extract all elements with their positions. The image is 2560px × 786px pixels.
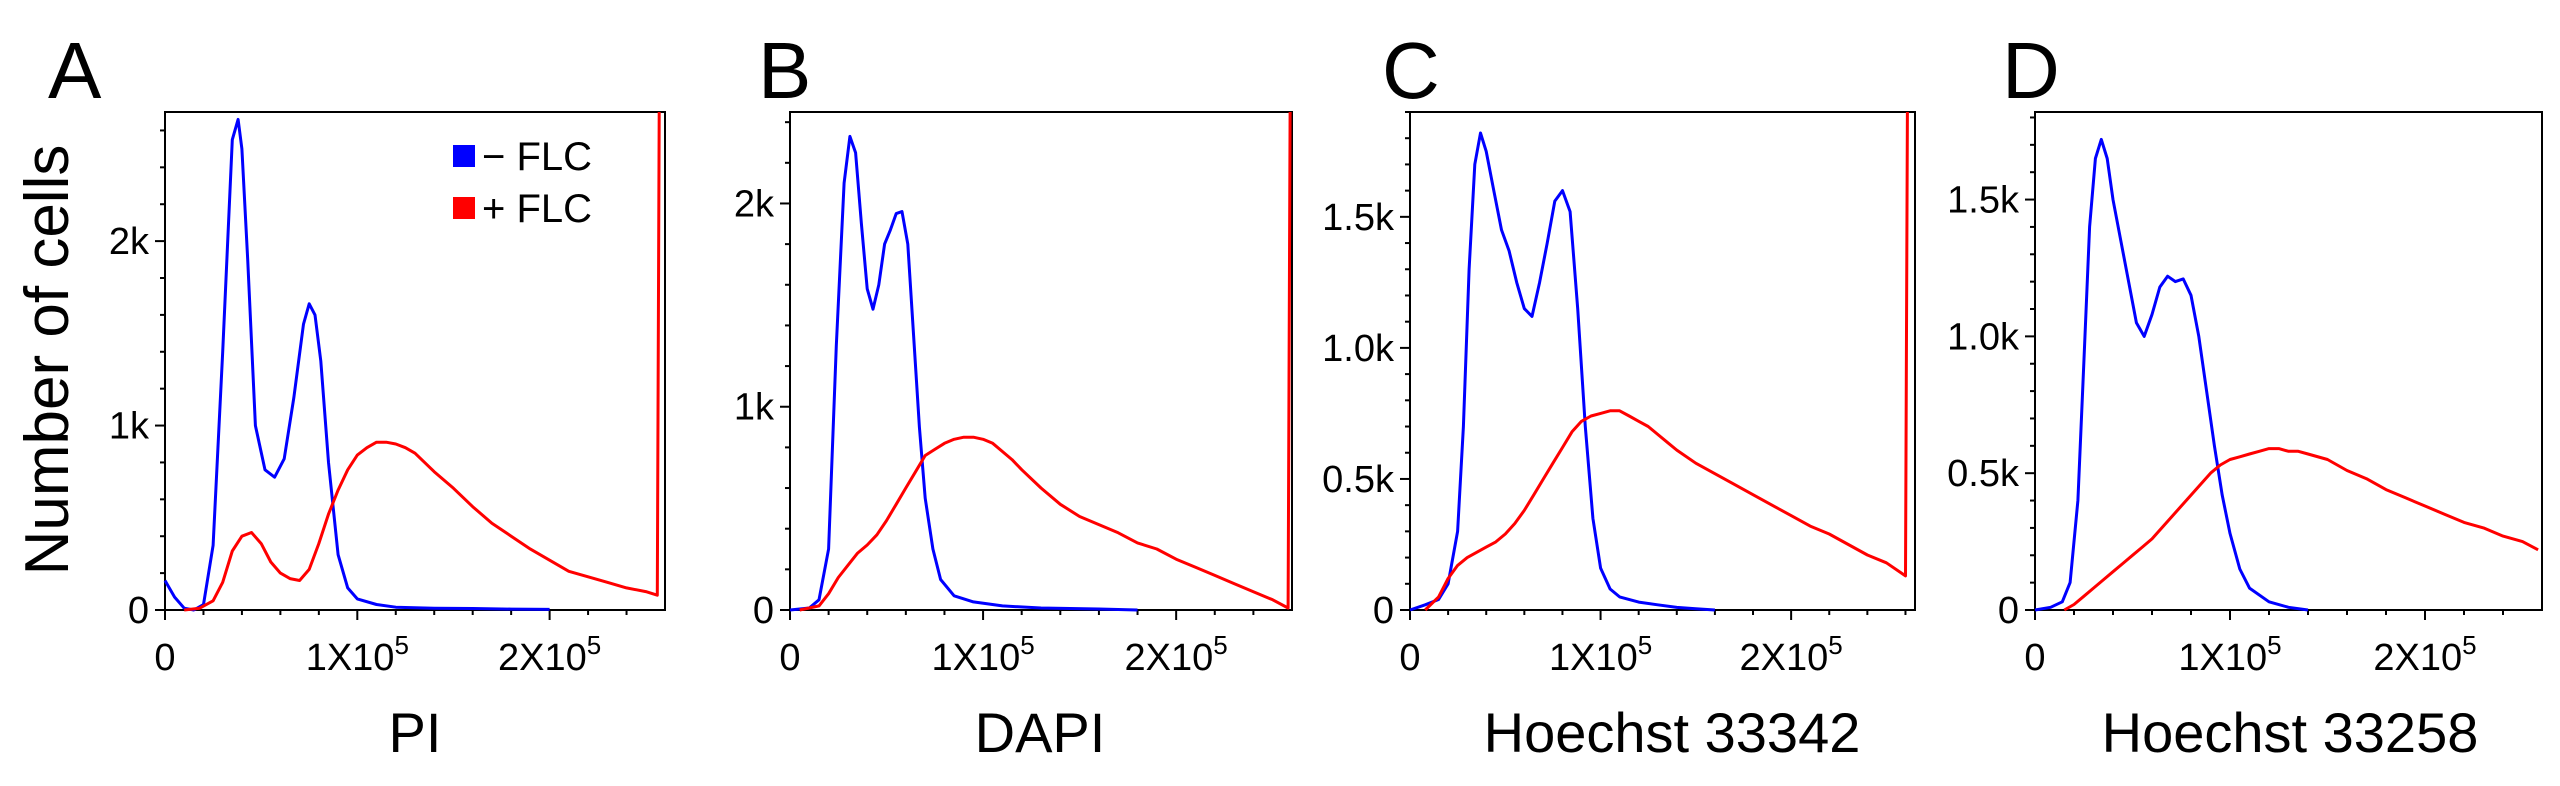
- x-tick-label-a-0: 0: [154, 637, 175, 679]
- plot-frame-d: [2034, 111, 2543, 611]
- y-tick-label-c-3: 1.5k: [1322, 197, 1395, 239]
- x-tick-label-d-1: 1X105: [2178, 630, 2281, 679]
- x-tick-label-a-1: 1X105: [306, 630, 409, 679]
- y-tick-label-b-1: 1k: [734, 387, 775, 429]
- panel-letter-b: B: [758, 26, 811, 115]
- y-tick-label-d-2: 1.0k: [1947, 316, 2020, 358]
- y-tick-label-a-0: 0: [128, 590, 149, 632]
- panel-letter-c: C: [1382, 26, 1440, 115]
- panel-c: C 0 0.5k 1.0k 1.5k 0 1X105 2X105 Hoechst 33342: [1322, 26, 1916, 764]
- series-line-c-minus-flc: [1409, 131, 1716, 612]
- legend-swatch-minus-flc: [453, 145, 475, 167]
- plot-frame-c: [1409, 111, 1916, 611]
- x-tick-label-c-2: 2X105: [1740, 630, 1843, 679]
- x-tick-label-c-0: 0: [1399, 637, 1420, 679]
- y-tick-label-c-1: 0.5k: [1322, 459, 1395, 501]
- x-tick-label-d-0: 0: [2024, 637, 2045, 679]
- x-axis-label-c: Hoechst 33342: [1484, 701, 1861, 764]
- panels: A 0 1k 2k 0 1X105 2X105 PI B 0 1k 2k 0 1X105 2X105 DAPI…: [48, 26, 2543, 764]
- x-tick-label-b-0: 0: [779, 637, 800, 679]
- plot-frame-b: [789, 111, 1293, 611]
- y-tick-label-c-0: 0: [1373, 590, 1394, 632]
- legend-label-plus-flc: + FLC: [482, 187, 592, 231]
- series-line-d-minus-flc: [2034, 137, 2309, 612]
- y-tick-label-a-2: 2k: [109, 221, 150, 263]
- y-tick-label-b-0: 0: [753, 590, 774, 632]
- x-axis-label-a: PI: [389, 701, 442, 764]
- panel-letter-d: D: [2002, 26, 2060, 115]
- x-tick-label-b-1: 1X105: [931, 630, 1034, 679]
- series-line-a-plus-flc: [184, 111, 661, 612]
- x-axis-label-b: DAPI: [975, 701, 1106, 764]
- y-tick-label-d-1: 0.5k: [1947, 453, 2020, 495]
- x-tick-label-a-2: 2X105: [498, 630, 601, 679]
- y-tick-label-b-2: 2k: [734, 183, 775, 225]
- y-tick-label-d-0: 0: [1998, 590, 2019, 632]
- panel-a: A 0 1k 2k 0 1X105 2X105 PI: [48, 26, 666, 764]
- x-tick-label-b-2: 2X105: [1125, 630, 1228, 679]
- legend-swatch-plus-flc: [453, 197, 475, 219]
- y-tick-label-a-1: 1k: [109, 406, 150, 448]
- y-tick-label-c-2: 1.0k: [1322, 328, 1395, 370]
- x-tick-label-d-2: 2X105: [2373, 630, 2476, 679]
- panel-d: D 0 0.5k 1.0k 1.5k 0 1X105 2X105 Hoechst 33258: [1947, 26, 2543, 764]
- legend: − FLC + FLC: [453, 135, 592, 231]
- y-tick-label-d-3: 1.5k: [1947, 180, 2020, 222]
- x-tick-label-c-1: 1X105: [1549, 630, 1652, 679]
- panel-letter-a: A: [48, 26, 102, 115]
- series-line-b-minus-flc: [789, 134, 1138, 612]
- legend-label-minus-flc: − FLC: [482, 135, 592, 179]
- x-axis-label-d: Hoechst 33258: [2102, 701, 2479, 764]
- series-line-b-plus-flc: [799, 111, 1292, 612]
- series-line-a-minus-flc: [163, 117, 550, 612]
- y-axis-title: Number of cells: [13, 145, 82, 576]
- series-line-c-plus-flc: [1424, 111, 1909, 612]
- panel-b: B 0 1k 2k 0 1X105 2X105 DAPI: [734, 26, 1293, 764]
- series-line-d-plus-flc: [2063, 447, 2539, 612]
- plot-frame-a: [164, 111, 666, 611]
